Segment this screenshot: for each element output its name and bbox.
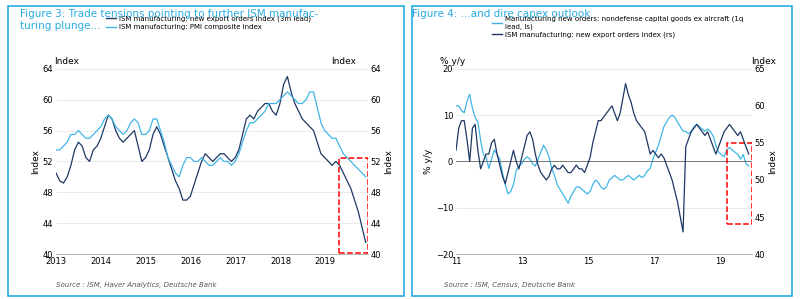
Y-axis label: Index: Index bbox=[31, 149, 40, 174]
Text: Source : ISM, Haver Analytics, Deutsche Bank: Source : ISM, Haver Analytics, Deutsche … bbox=[56, 282, 217, 288]
Legend: ISM manufacturing: new export orders index (3m lead), ISM manufacturing: PMI com: ISM manufacturing: new export orders ind… bbox=[103, 13, 314, 33]
Text: % y/y: % y/y bbox=[440, 57, 466, 66]
Text: Figure 4: ...and dire capex outlook: Figure 4: ...and dire capex outlook bbox=[412, 9, 590, 19]
Y-axis label: % y/y: % y/y bbox=[424, 149, 433, 174]
Text: Index: Index bbox=[751, 57, 776, 66]
Y-axis label: Index: Index bbox=[384, 149, 393, 174]
Y-axis label: Index: Index bbox=[768, 149, 777, 174]
Text: Figure 3: Trade tensions pointing to further ISM manufac-
turing plunge...: Figure 3: Trade tensions pointing to fur… bbox=[20, 9, 318, 31]
Bar bbox=[727, 143, 752, 224]
Legend: Manufacturing new orders: nondefense capital goods ex aircraft (1q
lead, ls), IS: Manufacturing new orders: nondefense cap… bbox=[489, 13, 746, 41]
Bar bbox=[339, 158, 368, 253]
Text: Index: Index bbox=[54, 57, 79, 66]
Text: Index: Index bbox=[331, 57, 356, 66]
Text: Source : ISM, Census, Deutsche Bank: Source : ISM, Census, Deutsche Bank bbox=[444, 282, 575, 288]
